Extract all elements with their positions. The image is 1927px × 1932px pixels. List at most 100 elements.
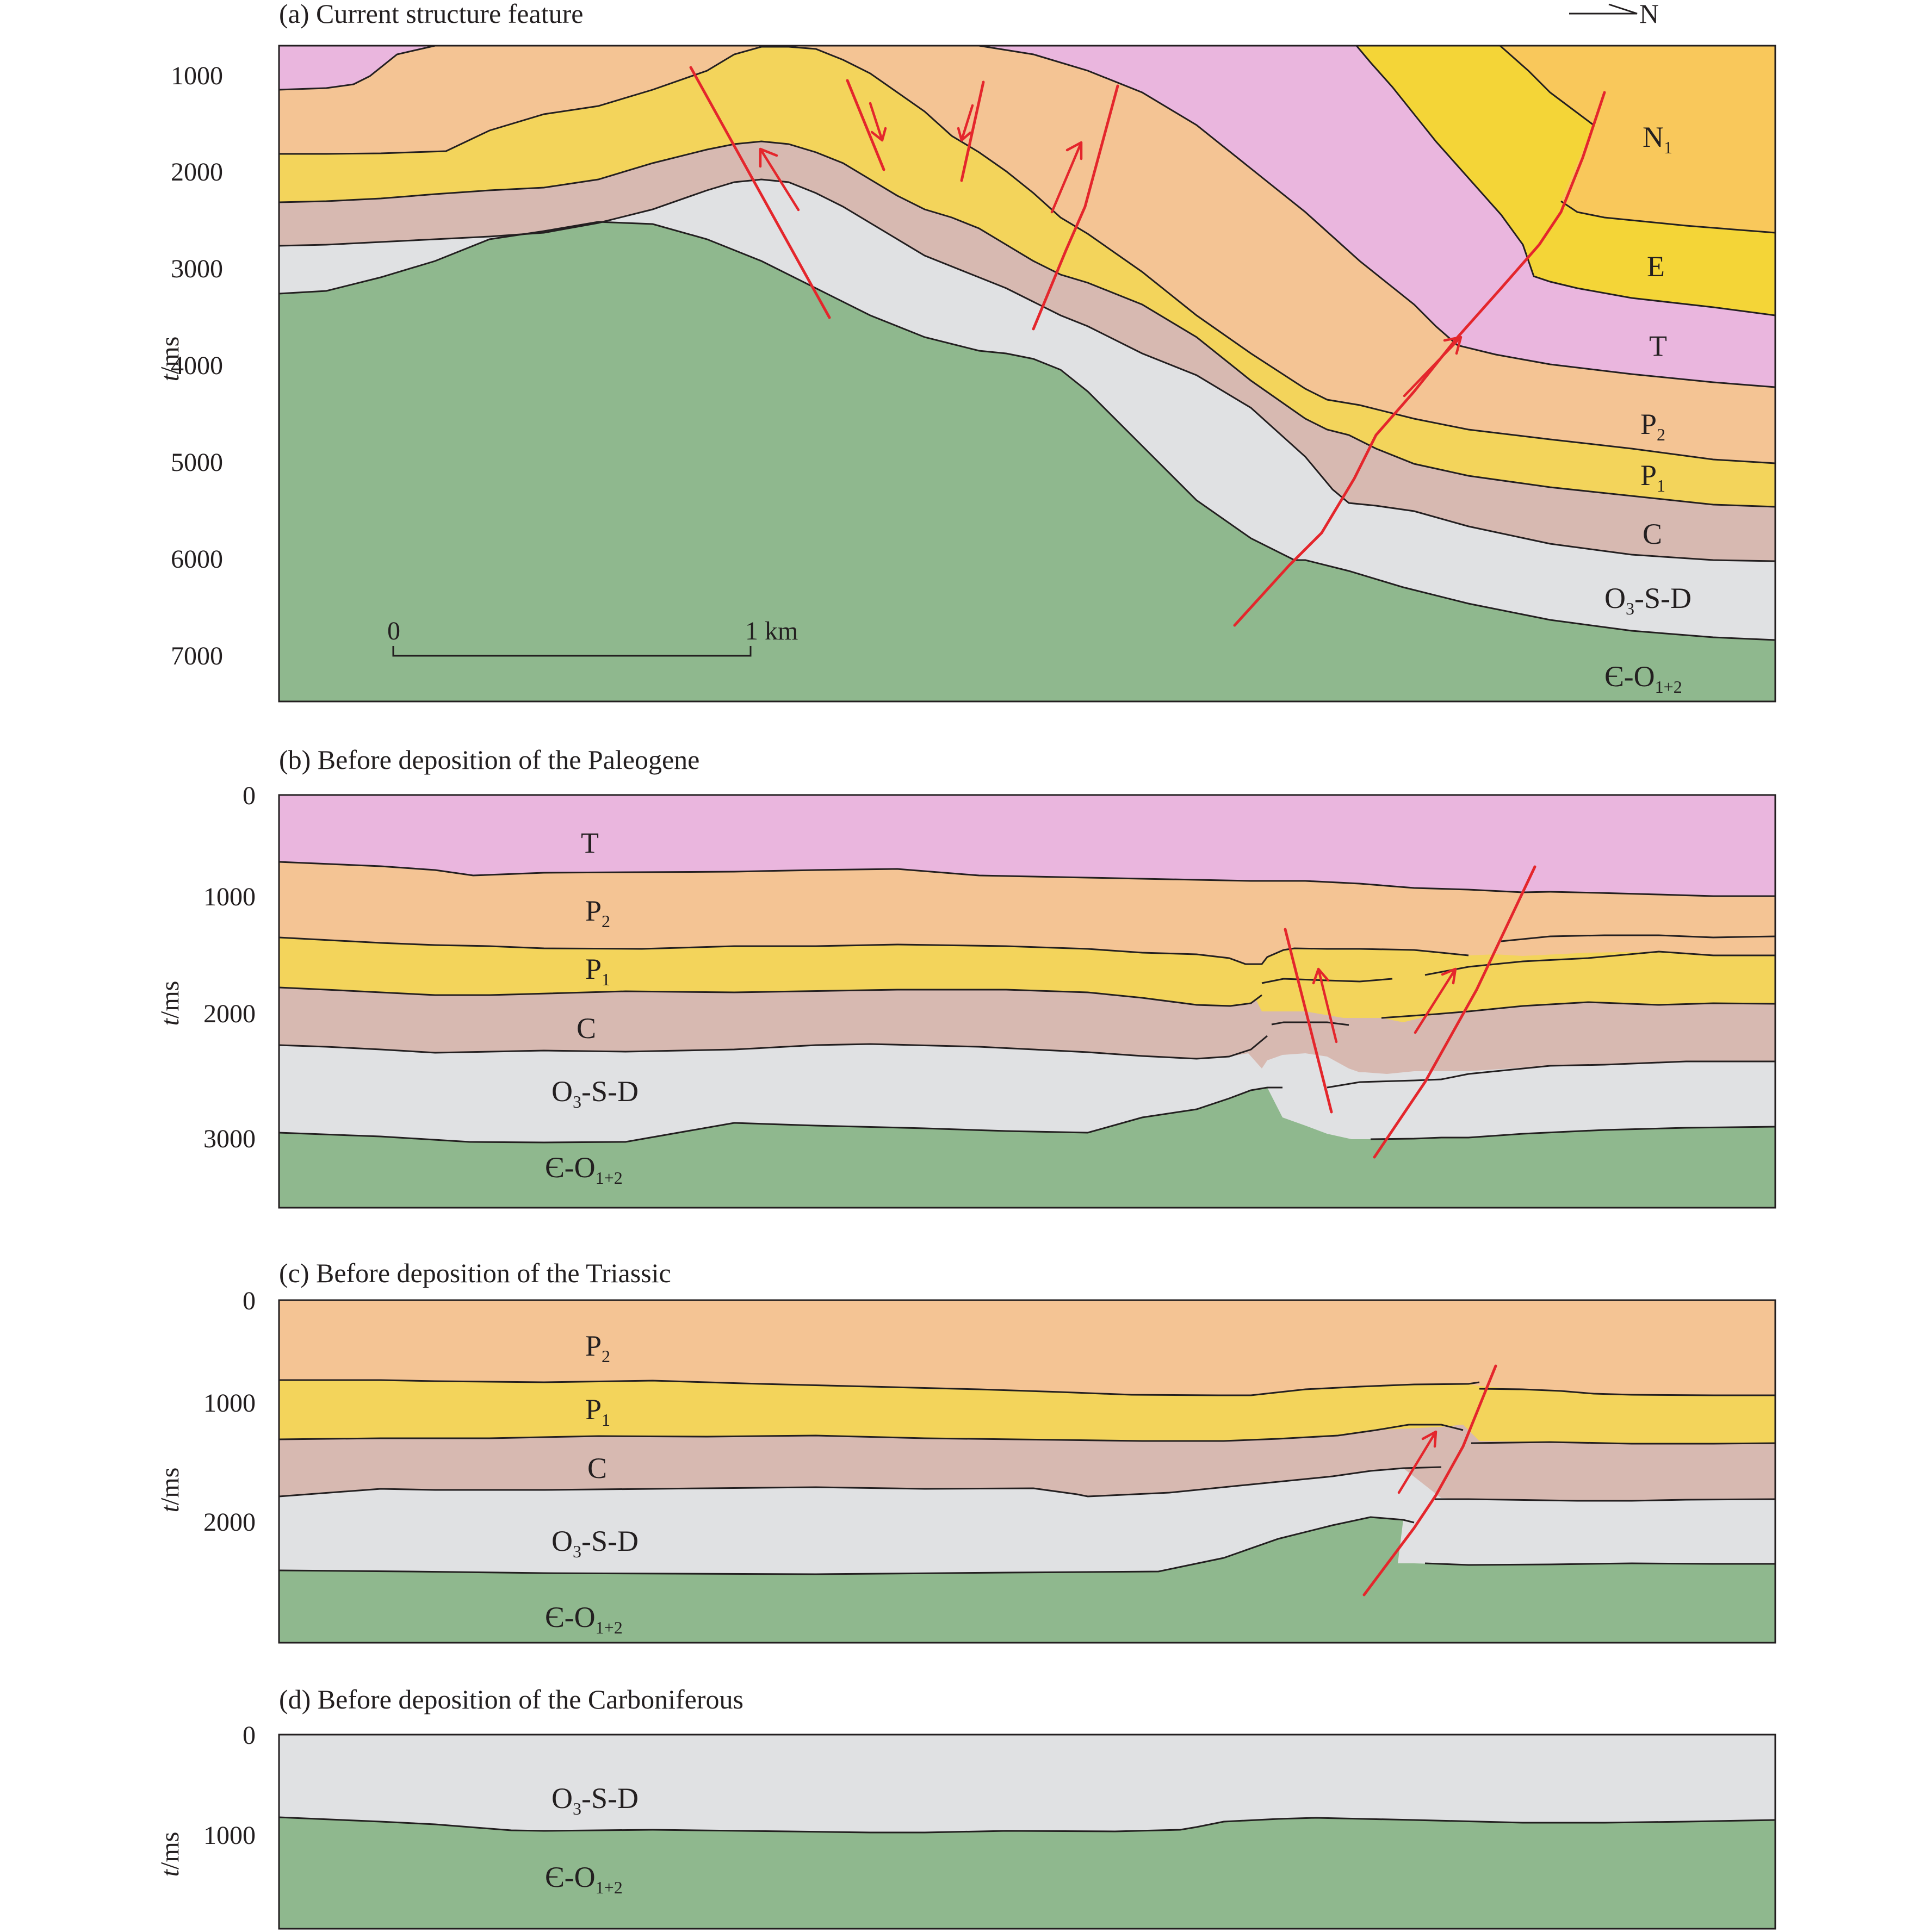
panel-b-unit-labels: T P2 P1 C O3-S-D Є-O1+2	[545, 827, 639, 1188]
panel-a-ytick: 3000	[171, 254, 223, 283]
layer-T	[279, 46, 1775, 387]
layer-N1	[1500, 46, 1775, 233]
panel-a-ytick: 1000	[171, 61, 223, 90]
unit-label-P1: P1	[585, 953, 610, 989]
panel-d-ylabel: t/ms	[156, 1832, 184, 1877]
scale-bar-label: 1 km	[745, 617, 798, 645]
unit-label-T: T	[1649, 330, 1667, 362]
fault-arrow-icon	[869, 102, 887, 142]
panel-b-layers	[279, 795, 1775, 1208]
panel-d: (d) Before deposition of the Carbonifero…	[156, 1684, 1776, 1930]
fault-line	[1032, 84, 1119, 331]
north-arrow-icon	[1569, 3, 1638, 15]
unit-label-E: E	[1647, 250, 1665, 283]
panel-a-yaxis: 1000 2000 3000 4000 5000 6000 7000 t/ms	[156, 61, 223, 670]
unit-label-C: C	[577, 1012, 596, 1045]
fault-line	[1362, 1364, 1497, 1596]
panel-b-ytick: 2000	[203, 999, 256, 1028]
panel-b-ylabel: t/ms	[156, 981, 184, 1026]
layer-O3SD	[279, 1735, 1775, 1832]
panel-c-unit-labels: P2 P1 C O3-S-D Є-O1+2	[545, 1330, 639, 1637]
panel-b-boundaries	[279, 861, 1775, 1144]
unit-label-EO: Є-O1+2	[545, 1601, 623, 1637]
unit-label-P1: P1	[585, 1393, 610, 1430]
panel-a-ytick: 6000	[171, 545, 223, 574]
unit-label-EO: Є-O1+2	[545, 1151, 623, 1188]
scale-bar: 0 1 km	[387, 617, 798, 657]
layer-T	[279, 795, 1775, 896]
unit-label-P2: P2	[585, 1330, 610, 1366]
panel-b-faults	[1284, 865, 1536, 1159]
unit-label-EO: Є-O1+2	[545, 1861, 623, 1897]
panel-a-arrows	[759, 102, 1463, 397]
fault-line	[960, 80, 985, 182]
unit-label-P1: P1	[1640, 459, 1665, 495]
panel-a: (a) Current structure feature 1000 2000 …	[156, 0, 1776, 703]
unit-label-P2: P2	[1640, 408, 1665, 444]
panel-c-title: (c) Before deposition of the Triassic	[279, 1258, 671, 1288]
unit-label-P2: P2	[585, 894, 610, 931]
panel-d-ytick: 0	[243, 1721, 256, 1750]
panel-a-ytick: 7000	[171, 642, 223, 670]
fault-arrow-icon	[1312, 967, 1338, 1043]
panel-c-yaxis: 0 1000 2000 t/ms	[156, 1287, 256, 1537]
unit-label-EO: Є-O1+2	[1604, 660, 1682, 697]
panel-d-yaxis: 0 1000 t/ms	[156, 1721, 256, 1877]
unit-label-O3SD: O3-S-D	[1604, 582, 1691, 618]
panel-c-arrows	[1397, 1430, 1437, 1494]
panel-a-unit-labels: N1 E T P2 P1 C O3-S-D Є-O1+2	[1604, 121, 1691, 697]
panel-b-ytick: 3000	[203, 1125, 256, 1153]
panel-b-title: (b) Before deposition of the Paleogene	[279, 744, 699, 775]
panel-a-layers	[279, 46, 1775, 701]
fault-line	[846, 79, 885, 171]
fault-arrow-icon	[759, 147, 800, 212]
unit-label-O3SD: O3-S-D	[552, 1525, 639, 1561]
panel-c-layers	[279, 1300, 1775, 1643]
north-label: N	[1639, 0, 1659, 29]
scale-bar-zero: 0	[387, 617, 400, 645]
panel-c-frame	[278, 1299, 1776, 1644]
panel-a-ylabel: t/ms	[156, 337, 184, 382]
panel-b-ytick: 0	[243, 781, 256, 810]
unit-label-C: C	[587, 1452, 607, 1484]
fault-line	[1284, 928, 1333, 1114]
north-arrow: N	[1569, 0, 1659, 29]
unit-label-T: T	[581, 827, 599, 859]
panel-a-ytick: 4000	[171, 351, 223, 380]
fault-line	[1373, 865, 1536, 1159]
panel-b-yaxis: 0 1000 2000 3000 t/ms	[156, 781, 256, 1153]
panel-d-ytick: 1000	[203, 1821, 256, 1850]
panel-d-boundary	[279, 1816, 1775, 1834]
fault-arrow-icon	[957, 104, 974, 142]
fault-arrow-icon	[1397, 1430, 1437, 1494]
unit-label-N1: N1	[1643, 121, 1672, 157]
panel-d-layers	[279, 1735, 1775, 1929]
fault-line	[689, 66, 831, 319]
fault-arrow-icon	[1050, 141, 1083, 214]
panel-b-frame	[278, 794, 1776, 1209]
layer-P2	[279, 1300, 1775, 1395]
panel-a-boundaries	[279, 46, 1775, 641]
panel-a-ytick: 2000	[171, 158, 223, 187]
panel-c-ytick: 2000	[203, 1508, 256, 1537]
panel-a-title: (a) Current structure feature	[279, 0, 583, 29]
panel-c-faults	[1362, 1364, 1497, 1596]
panel-b: (b) Before deposition of the Paleogene 0…	[156, 744, 1776, 1209]
panel-a-ytick: 5000	[171, 448, 223, 477]
panel-c-ylabel: t/ms	[156, 1468, 184, 1513]
panel-c-ytick: 0	[243, 1287, 256, 1315]
panel-d-frame	[278, 1734, 1776, 1930]
scale-bar-line	[392, 646, 752, 657]
unit-label-O3SD: O3-S-D	[552, 1782, 639, 1818]
panel-c-boundaries	[279, 1379, 1775, 1575]
fault-arrow-icon	[1403, 336, 1463, 397]
panel-b-ytick: 1000	[203, 883, 256, 911]
panel-c: (c) Before deposition of the Triassic 0 …	[156, 1258, 1776, 1644]
panel-b-arrows	[1312, 967, 1457, 1043]
fault-arrow-icon	[1414, 967, 1457, 1034]
panel-a-frame	[278, 45, 1776, 703]
unit-label-O3SD: O3-S-D	[552, 1075, 639, 1111]
panel-d-title: (d) Before deposition of the Carbonifero…	[279, 1684, 743, 1714]
unit-label-C: C	[1643, 518, 1662, 550]
